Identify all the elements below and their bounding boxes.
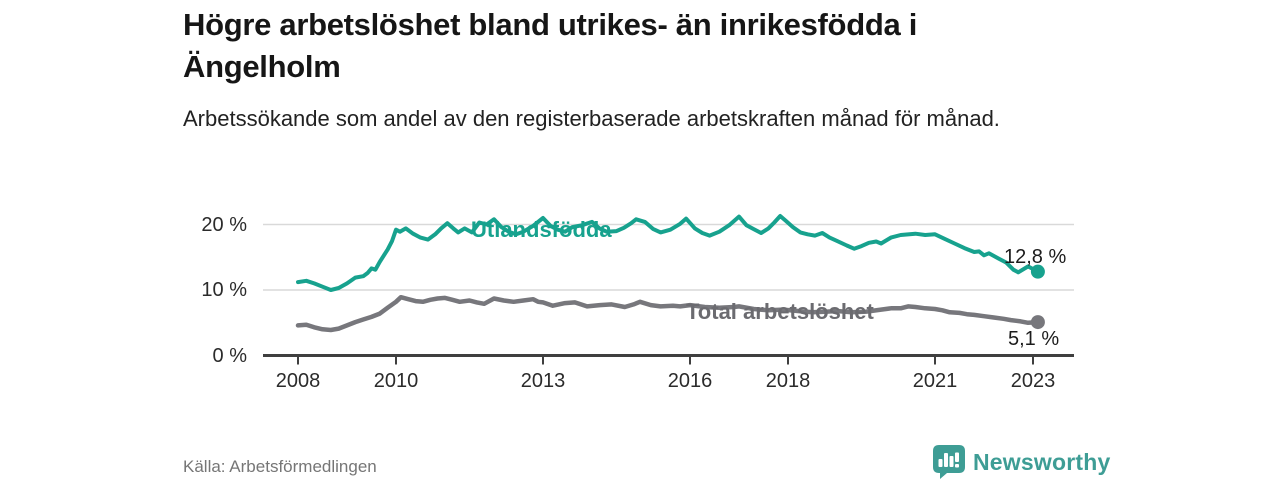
y-axis-label: 10 % [201, 279, 247, 301]
end-dot-series-1 [1030, 315, 1045, 330]
line-series-1 [295, 294, 1041, 333]
x-axis-label: 2016 [667, 370, 713, 392]
x-axis-label: 2018 [765, 370, 811, 392]
newsworthy-logo: Newsworthy [933, 445, 1110, 479]
line-series-0 [296, 214, 1040, 292]
series-label-utlandsfodda: Utlandsfödda [471, 217, 612, 242]
x-axis-label: 2008 [275, 370, 321, 392]
series-label-total-arbetsloshet: Total arbetslöshet [686, 299, 874, 324]
value-label-utlandsfodda: 12,8 % [1004, 246, 1067, 268]
x-axis-label: 2013 [520, 370, 566, 392]
source-note: Källa: Arbetsförmedlingen [183, 457, 377, 476]
x-axis-label: 2010 [373, 370, 419, 392]
chart-title: Högre arbetslöshet bland utrikes- än inr… [183, 7, 918, 84]
y-axis-label: 0 % [212, 344, 247, 367]
newsworthy-bar-chart-icon [933, 445, 965, 479]
end-dot-series-0 [1030, 264, 1045, 279]
newsworthy-wordmark: Newsworthy [973, 448, 1111, 475]
value-label-total-arbetsloshet: 5,1 % [1008, 328, 1060, 350]
chart-subtitle: Arbetssökande som andel av den registerb… [183, 106, 1000, 131]
x-axis-label: 2023 [1010, 370, 1056, 392]
x-axis-label: 2021 [912, 370, 958, 392]
y-axis-label: 20 % [201, 213, 247, 236]
